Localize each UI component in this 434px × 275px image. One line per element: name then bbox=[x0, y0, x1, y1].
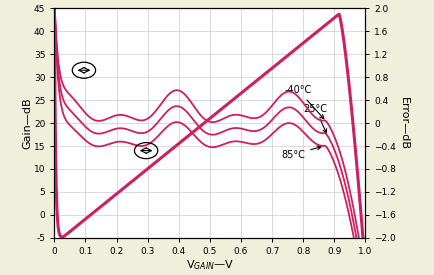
X-axis label: V$_{GAIN}$—V: V$_{GAIN}$—V bbox=[185, 259, 233, 273]
Y-axis label: Gain—dB: Gain—dB bbox=[23, 97, 33, 149]
Text: 25°C: 25°C bbox=[302, 104, 326, 133]
Text: -40°C: -40°C bbox=[284, 85, 323, 119]
Text: 85°C: 85°C bbox=[281, 146, 320, 160]
Y-axis label: Error—dB: Error—dB bbox=[398, 97, 408, 150]
